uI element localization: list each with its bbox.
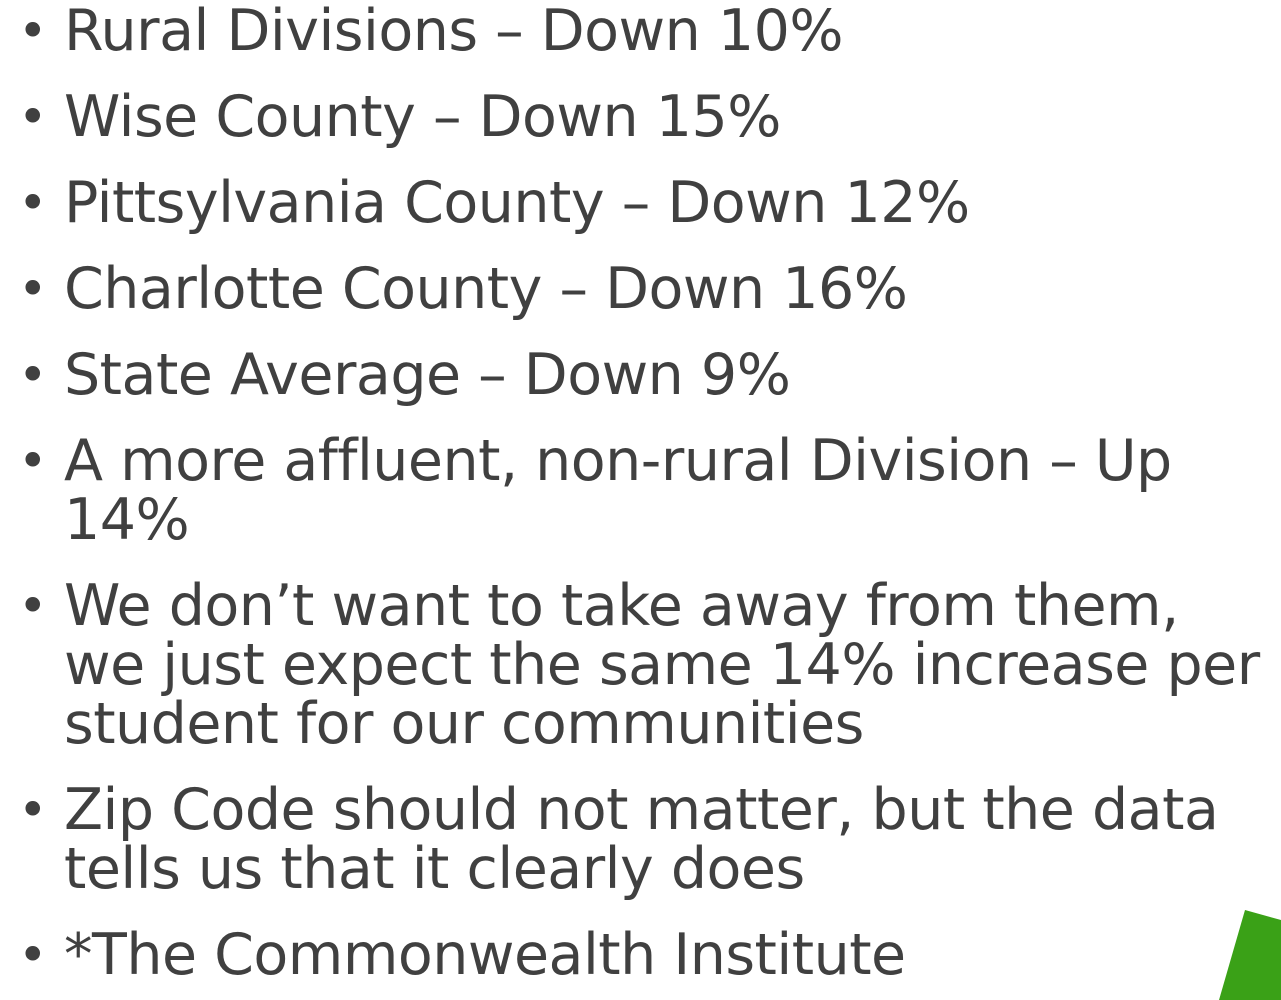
bullet: *The Commonwealth Institute [18, 926, 1268, 986]
bullet: Rural Divisions – Down 10% [18, 2, 1268, 62]
bullet: A more affluent, non-rural Division – Up… [18, 432, 1268, 550]
bullet: Zip Code should not matter, but the data… [18, 781, 1268, 899]
bullet-list: Rural Divisions – Down 10% Wise County – … [18, 2, 1268, 1000]
bullet: Pittsylvania County – Down 12% [18, 174, 1268, 234]
accent-shape [1219, 910, 1281, 1000]
bullet: State Average – Down 9% [18, 346, 1268, 406]
bullet: We don’t want to take away from them, we… [18, 577, 1268, 754]
bullet: Charlotte County – Down 16% [18, 260, 1268, 320]
bullet: Wise County – Down 15% [18, 88, 1268, 148]
